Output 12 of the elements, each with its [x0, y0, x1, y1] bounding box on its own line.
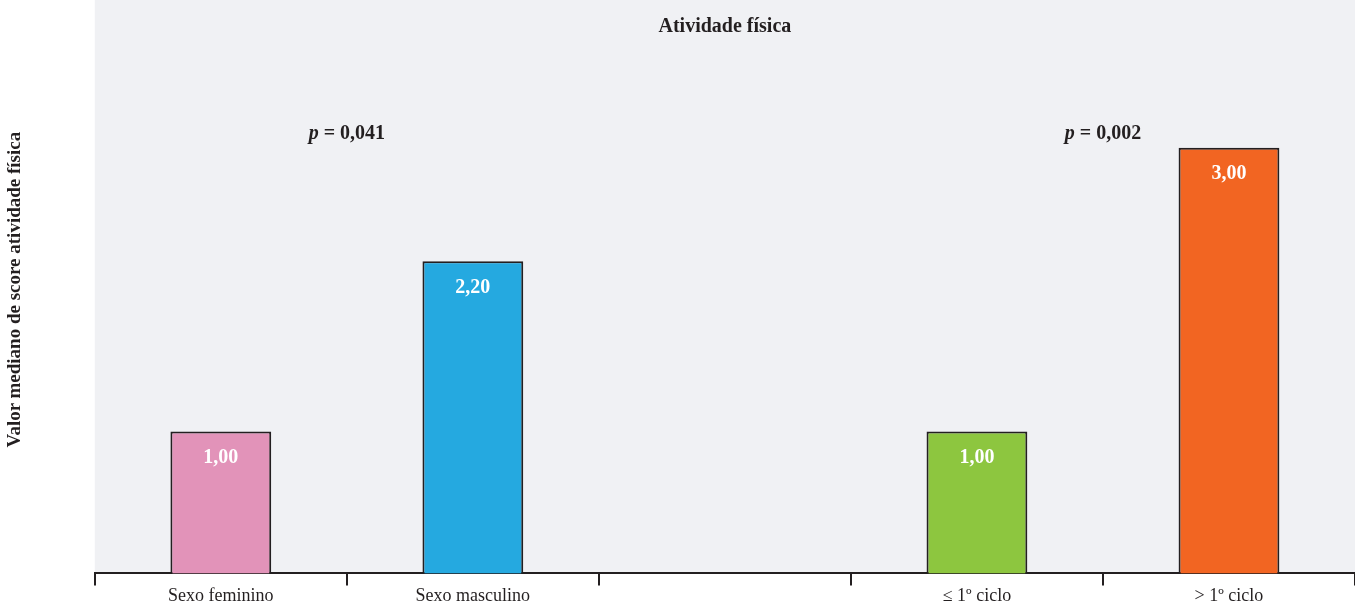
data-label: 3,00: [1211, 161, 1247, 184]
x-tick-label: Sexo feminino: [168, 584, 274, 605]
x-tick-label: > 1º ciclo: [1194, 584, 1264, 605]
x-tick-label: Sexo masculino: [415, 584, 531, 605]
data-label: 1,00: [959, 444, 995, 467]
y-axis-title: Valor mediano de score atividade física: [3, 131, 25, 448]
text: p = 0,002: [1062, 121, 1142, 145]
x-tick-label: ≤ 1º ciclo: [942, 584, 1012, 605]
chart-title: Atividade física: [658, 14, 792, 37]
text: p = 0,041: [306, 121, 386, 145]
data-label: 1,00: [203, 444, 239, 467]
data-label: 2,20: [455, 274, 491, 297]
